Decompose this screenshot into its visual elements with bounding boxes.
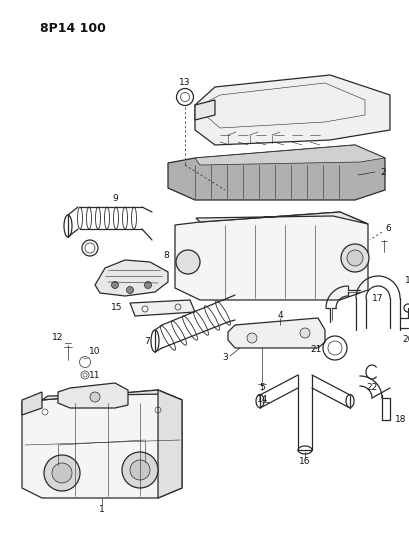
Polygon shape xyxy=(175,212,367,300)
Text: 8: 8 xyxy=(163,251,169,260)
Text: 2: 2 xyxy=(379,167,385,176)
Text: 17: 17 xyxy=(371,294,382,303)
Polygon shape xyxy=(195,75,389,145)
Polygon shape xyxy=(42,390,182,400)
Polygon shape xyxy=(196,212,367,224)
Circle shape xyxy=(52,463,72,483)
Text: 3: 3 xyxy=(222,353,227,362)
Polygon shape xyxy=(58,383,128,408)
Text: 22: 22 xyxy=(366,384,377,392)
Polygon shape xyxy=(22,392,42,415)
Text: 16: 16 xyxy=(299,457,310,466)
Polygon shape xyxy=(195,145,384,165)
Text: 18: 18 xyxy=(394,416,405,424)
Text: 20: 20 xyxy=(401,335,409,344)
Text: 14: 14 xyxy=(256,395,267,405)
Circle shape xyxy=(144,281,151,288)
Circle shape xyxy=(111,281,118,288)
Circle shape xyxy=(44,455,80,491)
Circle shape xyxy=(175,250,200,274)
Text: 9: 9 xyxy=(112,193,118,203)
Text: 1: 1 xyxy=(99,505,105,514)
Polygon shape xyxy=(95,260,168,296)
Text: 11: 11 xyxy=(89,370,101,379)
Text: 8P14 100: 8P14 100 xyxy=(40,22,106,35)
Text: 21: 21 xyxy=(310,345,321,354)
Polygon shape xyxy=(130,300,195,316)
Circle shape xyxy=(299,328,309,338)
Circle shape xyxy=(346,250,362,266)
Polygon shape xyxy=(22,390,182,498)
Circle shape xyxy=(122,452,157,488)
Text: 12: 12 xyxy=(52,333,63,342)
Text: 13: 13 xyxy=(179,77,190,86)
Circle shape xyxy=(130,460,150,480)
Text: 19: 19 xyxy=(404,276,409,285)
Text: 15: 15 xyxy=(110,303,122,311)
Polygon shape xyxy=(168,145,384,200)
Circle shape xyxy=(246,333,256,343)
Polygon shape xyxy=(157,390,182,498)
Text: 7: 7 xyxy=(144,337,150,346)
Circle shape xyxy=(126,287,133,294)
Circle shape xyxy=(90,392,100,402)
Circle shape xyxy=(340,244,368,272)
Text: 4: 4 xyxy=(276,311,282,319)
Text: 10: 10 xyxy=(89,348,101,357)
Text: 6: 6 xyxy=(384,223,390,232)
Text: 5: 5 xyxy=(258,384,264,392)
Polygon shape xyxy=(227,318,324,348)
Polygon shape xyxy=(195,100,214,120)
